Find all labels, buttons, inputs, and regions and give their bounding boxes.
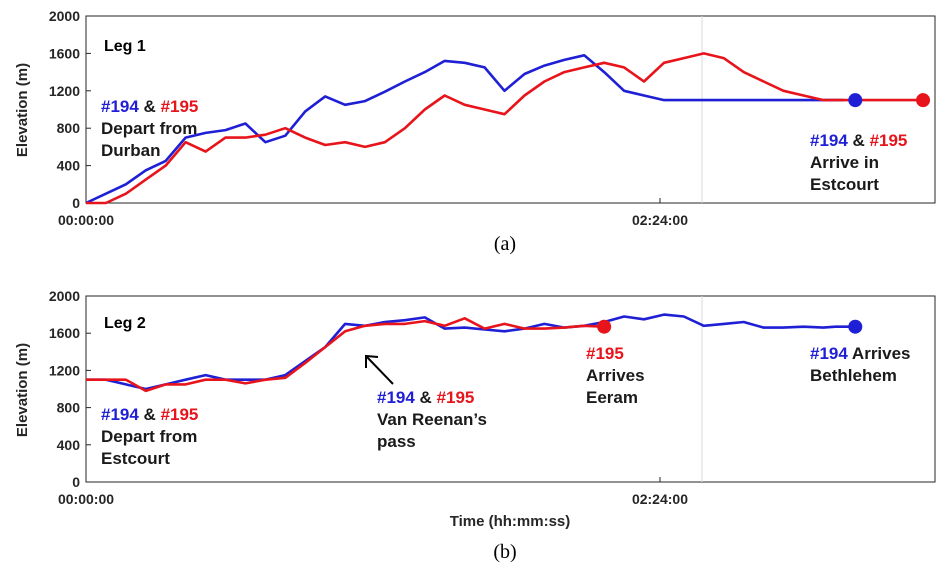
panel-label-a: Leg 1 — [104, 38, 146, 55]
y-axis-label-b: Elevation (m) — [14, 343, 31, 437]
series-group-b — [86, 313, 863, 393]
y-tick-label: 1600 — [49, 45, 80, 61]
y-tick-label: 0 — [72, 195, 80, 211]
annotation-arrives-eeram: #195 Arrives Eeram — [586, 344, 649, 407]
y-ticks-b: 0 400 800 1200 1600 2000 — [49, 288, 91, 490]
series-line-195 — [86, 316, 605, 393]
x-tick-label: 02:24:00 — [632, 491, 688, 507]
panel-b: 0 400 800 1200 1600 2000 00:00:00 02:24:00 Ele… — [14, 288, 936, 563]
annotation-depart-durban: #194 & #195 Depart from Durban — [101, 97, 203, 160]
plot-area-b — [85, 295, 936, 483]
y-tick-label: 1200 — [49, 362, 80, 378]
x-ticks-b: 00:00:00 02:24:00 — [58, 477, 688, 507]
y-tick-label: 800 — [57, 120, 81, 136]
endpoint-marker-194 — [848, 319, 863, 334]
arrow-to-pass — [365, 354, 394, 385]
y-tick-label: 400 — [57, 437, 81, 453]
y-tick-label: 2000 — [49, 8, 80, 24]
series-group-a — [85, 52, 931, 205]
y-axis-label-a: Elevation (m) — [14, 63, 31, 157]
caption-b: (b) — [493, 541, 516, 563]
y-tick-label: 400 — [57, 158, 81, 174]
endpoint-marker-195 — [597, 319, 612, 334]
endpoint-marker-194 — [848, 93, 863, 108]
annotation-arrive-estcourt: #194 & #195 Arrive in Estcourt — [810, 131, 912, 194]
y-tick-label: 0 — [72, 474, 80, 490]
annotation-van-reenans-pass: #194 & #195 Van Reenan’s pass — [377, 388, 492, 451]
series-line-195 — [86, 52, 923, 205]
x-axis-label-b: Time (hh:mm:ss) — [450, 513, 571, 530]
endpoint-marker-195 — [916, 93, 931, 108]
y-tick-label: 800 — [57, 400, 81, 416]
caption-a: (a) — [494, 233, 516, 255]
x-tick-label: 00:00:00 — [58, 212, 114, 228]
series-line-194 — [85, 53, 844, 205]
series-line-194 — [86, 313, 856, 391]
y-tick-label: 2000 — [49, 288, 80, 304]
x-tick-label: 00:00:00 — [58, 491, 114, 507]
x-tick-label: 02:24:00 — [632, 212, 688, 228]
x-ticks-a: 00:00:00 02:24:00 — [58, 198, 688, 228]
annotation-depart-estcourt: #194 & #195 Depart from Estcourt — [101, 405, 203, 468]
y-ticks-a: 0 400 800 1200 1600 2000 — [49, 8, 91, 211]
y-tick-label: 1200 — [49, 83, 80, 99]
y-tick-label: 1600 — [49, 325, 80, 341]
annotation-arrives-bethlehem: #194 Arrives Bethlehem — [810, 344, 915, 385]
panel-a: 0 400 800 1200 1600 2000 00:00:00 02:24:00 Ele… — [14, 8, 936, 255]
panel-label-b: Leg 2 — [104, 315, 146, 332]
